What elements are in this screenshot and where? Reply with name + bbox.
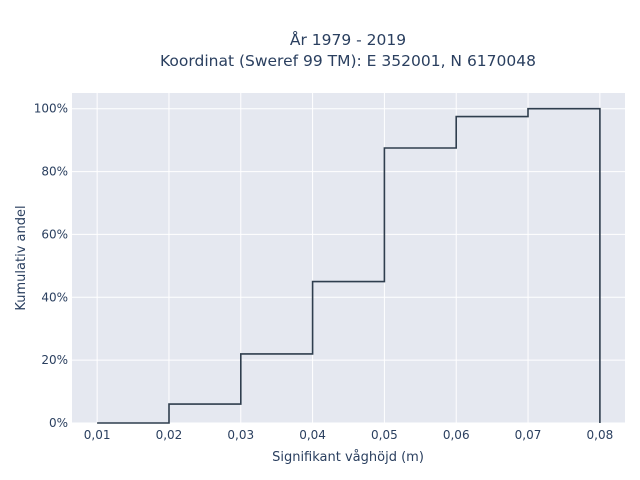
- x-tick-label: 0,02: [156, 428, 183, 442]
- chart-title-line2: Koordinat (Sweref 99 TM): E 352001, N 61…: [160, 52, 536, 70]
- x-tick-label: 0,07: [515, 428, 542, 442]
- x-tick-labels: 0,01 0,02 0,03 0,04 0,05 0,06 0,07 0,08: [84, 428, 613, 442]
- y-tick-label: 100%: [34, 102, 68, 116]
- series-group: [97, 107, 601, 424]
- x-tick-label: 0,05: [371, 428, 398, 442]
- y-tick-label: 0%: [49, 416, 68, 430]
- plot-area: [72, 93, 625, 423]
- x-tick-label: 0,06: [443, 428, 470, 442]
- x-tick-label: 0,01: [84, 428, 111, 442]
- x-axis-label: Signifikant våghöjd (m): [272, 450, 424, 465]
- y-tick-labels: 0% 20% 40% 60% 80% 100%: [34, 102, 68, 430]
- cumulative-step-line: [97, 107, 601, 424]
- x-tick-label: 0,04: [299, 428, 326, 442]
- x-tick-label: 0,03: [227, 428, 254, 442]
- x-tick-label: 0,08: [587, 428, 614, 442]
- y-tick-label: 40%: [41, 290, 68, 304]
- y-tick-label: 80%: [41, 165, 68, 179]
- chart-title-line1: År 1979 - 2019: [290, 30, 406, 49]
- y-tick-label: 20%: [41, 353, 68, 367]
- y-axis-label: Kumulativ andel: [14, 205, 29, 310]
- y-tick-label: 60%: [41, 227, 68, 241]
